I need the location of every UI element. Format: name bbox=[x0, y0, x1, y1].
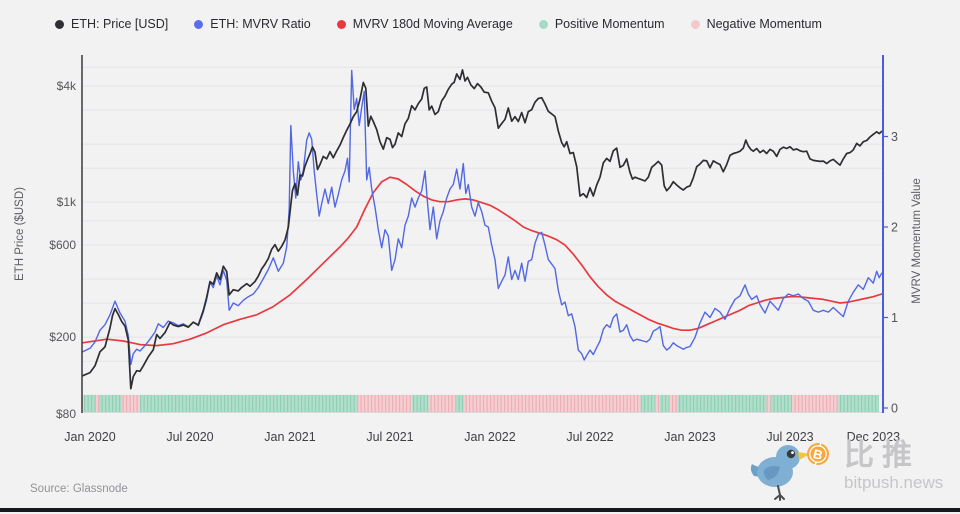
y-right-tick: 0 bbox=[891, 402, 898, 416]
legend-dot-mvrv-180d-ma bbox=[336, 19, 346, 29]
source-note: Source: Glassnode bbox=[30, 483, 128, 495]
legend-item-eth-price: ETH: Price [USD] bbox=[55, 17, 168, 31]
momentum-band-negative bbox=[463, 395, 641, 412]
x-tick: Jan 2020 bbox=[64, 430, 115, 444]
bottom-bar bbox=[0, 508, 960, 512]
twitter-bird-with-bitcoin-icon: B bbox=[750, 442, 829, 501]
legend-item-mvrv-ratio: ETH: MVRV Ratio bbox=[194, 17, 311, 31]
x-tick: Jan 2022 bbox=[464, 430, 515, 444]
momentum-band-negative bbox=[766, 395, 771, 412]
legend: ETH: Price [USD] ETH: MVRV Ratio MVRV 180d… bbox=[55, 17, 822, 31]
series-line-1 bbox=[81, 69, 883, 366]
x-tick: Jul 2020 bbox=[166, 430, 213, 444]
series-line-2 bbox=[81, 176, 883, 347]
y-right-tick: 3 bbox=[891, 130, 898, 144]
momentum-band-negative bbox=[95, 395, 99, 412]
x-tick: Jan 2023 bbox=[664, 430, 715, 444]
legend-item-mvrv-180d-ma: MVRV 180d Moving Average bbox=[336, 17, 513, 31]
brand-domain: bitpush.news bbox=[844, 473, 944, 492]
momentum-band-positive bbox=[139, 395, 357, 412]
series-line-0 bbox=[81, 69, 883, 390]
y-left-tick: $600 bbox=[49, 238, 76, 252]
y-right-tick: 1 bbox=[891, 311, 898, 325]
legend-dot-mvrv-ratio bbox=[194, 19, 204, 29]
momentum-band-positive bbox=[659, 395, 670, 412]
momentum-band-positive bbox=[640, 395, 656, 412]
y-left-tick: $200 bbox=[49, 330, 76, 344]
y-left-tick: $80 bbox=[56, 407, 76, 421]
momentum-band-positive bbox=[677, 395, 767, 412]
momentum-band-negative bbox=[792, 395, 839, 412]
momentum-band-negative bbox=[82, 395, 84, 412]
momentum-band-positive bbox=[411, 395, 429, 412]
momentum-band-positive bbox=[455, 395, 464, 412]
legend-item-positive-momentum: Positive Momentum bbox=[538, 17, 665, 31]
momentum-band-positive bbox=[83, 395, 96, 412]
legend-dot-eth-price bbox=[55, 19, 64, 29]
y-left-tick: $4k bbox=[57, 79, 77, 93]
legend-dot-positive-momentum bbox=[538, 19, 548, 29]
momentum-band-positive bbox=[770, 395, 793, 412]
momentum-band-negative bbox=[356, 395, 412, 412]
y-right-tick: 2 bbox=[891, 221, 898, 235]
momentum-band-positive bbox=[98, 395, 122, 412]
momentum-band-negative bbox=[655, 395, 660, 412]
x-tick: Jan 2021 bbox=[264, 430, 315, 444]
legend-item-negative-momentum: Negative Momentum bbox=[690, 17, 822, 31]
x-tick: Jul 2022 bbox=[566, 430, 613, 444]
legend-dot-negative-momentum bbox=[690, 19, 700, 29]
momentum-band-negative bbox=[121, 395, 140, 412]
momentum-band-negative bbox=[428, 395, 456, 412]
svg-text:B: B bbox=[812, 446, 825, 463]
bitpush-logo: B 比推 bitpush.news bbox=[748, 440, 943, 502]
y-left-tick: $1k bbox=[57, 195, 77, 209]
x-tick: Jul 2021 bbox=[366, 430, 413, 444]
brand-name-chinese: 比推 bbox=[844, 439, 920, 472]
x-tick: Jul 2023 bbox=[766, 430, 813, 444]
momentum-band-positive bbox=[838, 395, 879, 412]
x-tick: Dec 2023 bbox=[847, 430, 901, 444]
momentum-band-negative bbox=[669, 395, 678, 412]
